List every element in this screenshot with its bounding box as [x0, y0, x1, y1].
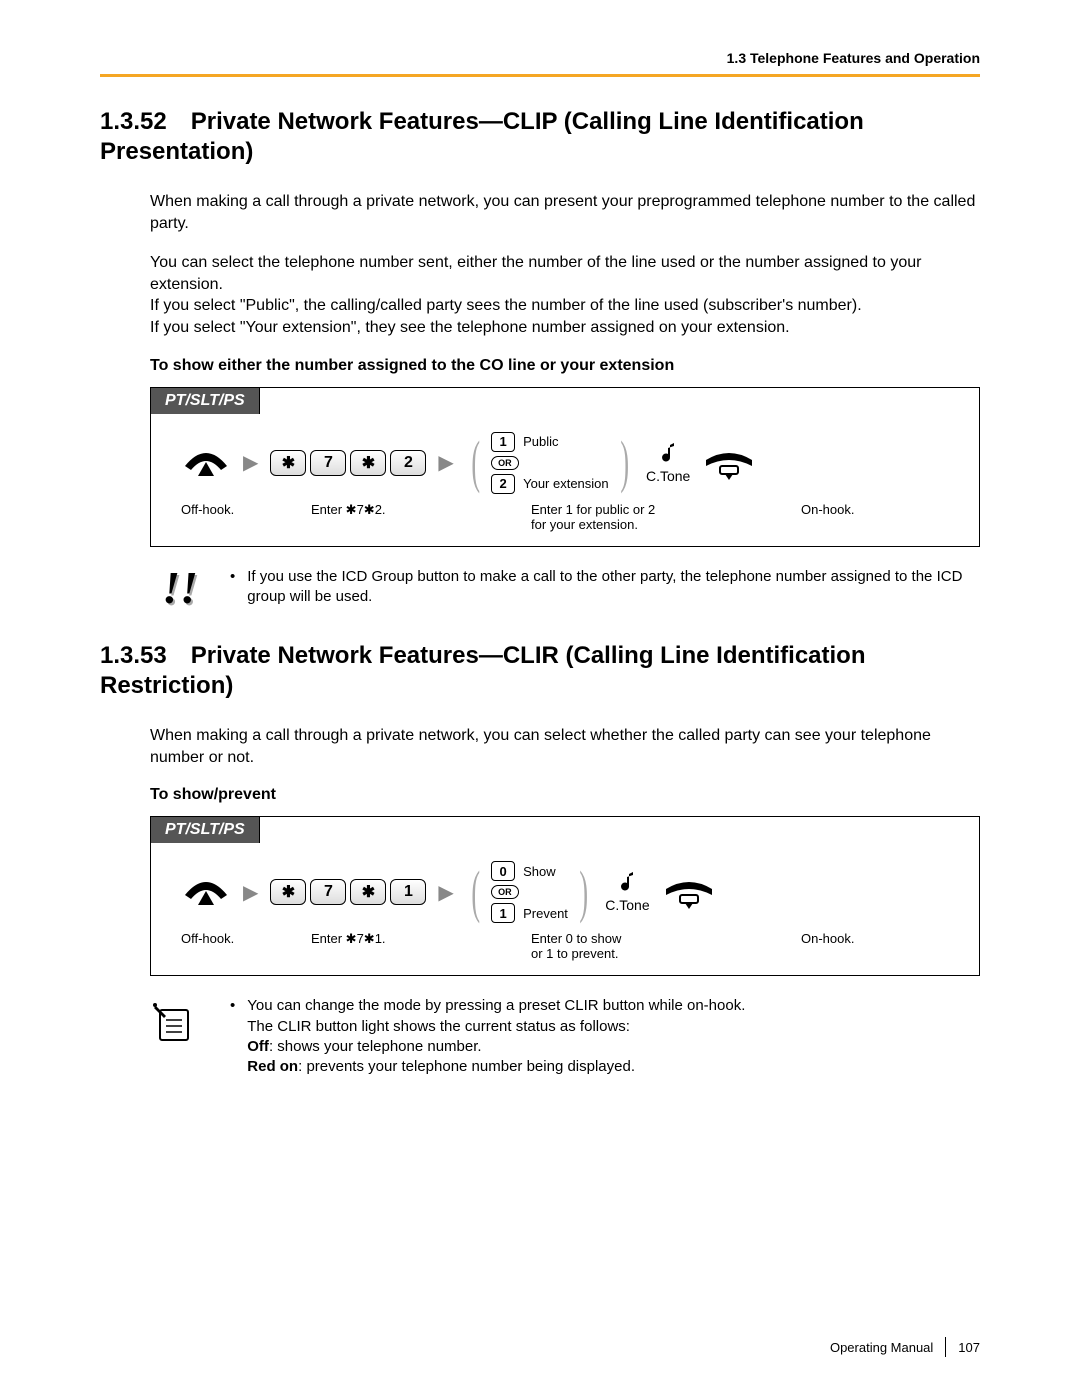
- important-icon: !!: [150, 567, 210, 608]
- header-breadcrumb: 1.3 Telephone Features and Operation: [100, 50, 980, 66]
- option-key-1: 1: [491, 432, 515, 452]
- procedure-tab: PT/SLT/PS: [150, 816, 260, 843]
- key-7: 7: [310, 879, 346, 905]
- memo-icon: [150, 996, 210, 1046]
- arrow-icon: ▶: [438, 450, 453, 475]
- offhook-icon: [181, 446, 231, 480]
- option-label-ext: Your extension: [523, 476, 609, 491]
- procedure-box-1: PT/SLT/PS ▶ ✱ 7 ✱ 2 ▶ (: [150, 387, 980, 547]
- note-text: If you use the ICD Group button to make …: [247, 567, 980, 608]
- key-7: 7: [310, 450, 346, 476]
- caption-enter: Enter ✱7✱2.: [311, 502, 531, 532]
- caption-offhook: Off-hook.: [181, 931, 311, 961]
- option-label-show: Show: [523, 864, 556, 879]
- or-pill: OR: [491, 456, 519, 470]
- section-1-heading: 1.3.52 Private Network Features—CLIP (Ca…: [100, 107, 980, 167]
- section-1-subheading: To show either the number assigned to th…: [150, 357, 980, 375]
- option-group: ( 0 Show OR 1 Prevent ): [466, 861, 593, 923]
- option-group: ( 1 Public OR 2 Your extension ): [466, 432, 634, 494]
- keypad-sequence: ✱ 7 ✱ 2: [270, 450, 426, 476]
- footer-label: Operating Manual: [830, 1340, 933, 1355]
- key-star: ✱: [350, 879, 386, 905]
- header-rule: [100, 74, 980, 77]
- procedure-box-2: PT/SLT/PS ▶ ✱ 7 ✱ 1 ▶ (: [150, 816, 980, 976]
- caption-enter: Enter ✱7✱1.: [311, 931, 531, 961]
- caption-onhook: On-hook.: [761, 931, 959, 961]
- onhook-icon: [662, 875, 716, 909]
- confirmation-tone: C.Tone: [605, 871, 649, 913]
- key-star: ✱: [350, 450, 386, 476]
- key-1: 1: [390, 879, 426, 905]
- footer-page: 107: [958, 1340, 980, 1355]
- offhook-icon: [181, 875, 231, 909]
- section-1-para-1: When making a call through a private net…: [150, 191, 980, 234]
- or-pill: OR: [491, 885, 519, 899]
- caption-offhook: Off-hook.: [181, 502, 311, 532]
- procedure-tab: PT/SLT/PS: [150, 387, 260, 414]
- section-2-para-1: When making a call through a private net…: [150, 725, 980, 768]
- section-1-para-2: You can select the telephone number sent…: [150, 252, 980, 338]
- option-key-0: 0: [491, 861, 515, 881]
- note-text: You can change the mode by pressing a pr…: [247, 996, 745, 1077]
- key-star: ✱: [270, 879, 306, 905]
- key-star: ✱: [270, 450, 306, 476]
- arrow-icon: ▶: [243, 450, 258, 475]
- option-label-public: Public: [523, 434, 558, 449]
- option-label-prevent: Prevent: [523, 906, 568, 921]
- keypad-sequence: ✱ 7 ✱ 1: [270, 879, 426, 905]
- bullet-dot: •: [230, 567, 235, 608]
- section-2-heading: 1.3.53 Private Network Features—CLIR (Ca…: [100, 641, 980, 701]
- confirmation-tone: C.Tone: [646, 442, 690, 484]
- page-footer: Operating Manual 107: [830, 1337, 980, 1357]
- caption-onhook: On-hook.: [761, 502, 959, 532]
- option-key-2: 2: [491, 474, 515, 494]
- bullet-dot: •: [230, 996, 235, 1077]
- key-2: 2: [390, 450, 426, 476]
- caption-option: Enter 0 to show or 1 to prevent.: [531, 931, 761, 961]
- arrow-icon: ▶: [243, 880, 258, 905]
- arrow-icon: ▶: [438, 880, 453, 905]
- section-2-subheading: To show/prevent: [150, 786, 980, 804]
- option-key-1: 1: [491, 903, 515, 923]
- caption-option: Enter 1 for public or 2 for your extensi…: [531, 502, 761, 532]
- onhook-icon: [702, 446, 756, 480]
